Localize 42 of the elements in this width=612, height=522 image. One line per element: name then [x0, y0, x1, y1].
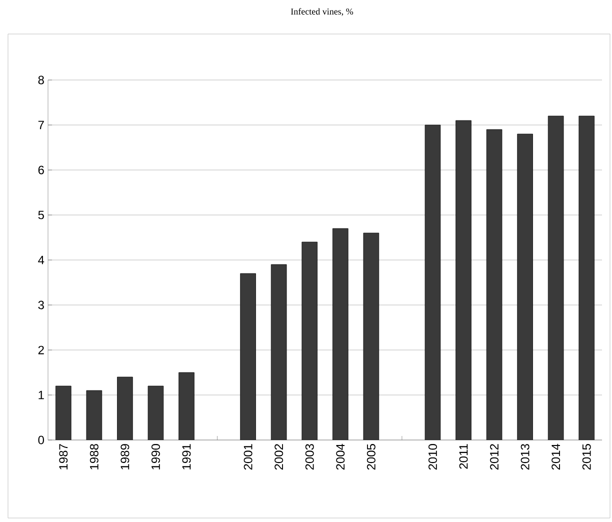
x-tick-label: 2012	[490, 444, 499, 470]
x-tick-label: 1988	[90, 444, 98, 470]
x-tick-label: 2011	[459, 444, 468, 469]
x-tick-label: 1991	[182, 444, 191, 470]
bar	[302, 242, 318, 440]
bar	[363, 232, 380, 440]
x-tick-label: 2010	[428, 444, 437, 470]
y-tick-label: 5	[38, 210, 44, 220]
y-tick-label: 4	[38, 256, 44, 264]
y-tick-label: 2	[38, 346, 44, 354]
x-tick-label: 2014	[552, 444, 560, 470]
x-tick-label: 1990	[151, 444, 160, 470]
x-tick-label: 1987	[59, 444, 68, 470]
bar	[148, 386, 164, 440]
x-tick-label: 1989	[120, 444, 130, 470]
bar	[86, 390, 102, 440]
y-tick-label: 0	[38, 436, 44, 444]
bar	[578, 116, 595, 440]
x-tick-label: 2003	[305, 444, 314, 470]
chart-title: Infected vines, %	[290, 8, 354, 16]
x-tick-label: 2013	[520, 444, 530, 470]
y-tick-label: 7	[38, 120, 44, 130]
bar	[56, 386, 72, 440]
bar	[332, 228, 348, 440]
bar	[240, 273, 256, 440]
x-tick-label: 2002	[274, 444, 284, 470]
bar	[486, 129, 502, 440]
bar	[548, 116, 564, 440]
bar	[456, 120, 472, 440]
y-tick-label: 6	[38, 166, 44, 174]
y-tick-label: 8	[38, 76, 44, 84]
bar	[270, 264, 287, 440]
x-tick-label: 2005	[366, 444, 376, 470]
y-tick-label: 3	[38, 300, 44, 310]
bar	[117, 376, 133, 440]
x-tick-label: 2001	[244, 444, 252, 470]
bar	[424, 124, 441, 440]
bar	[178, 372, 194, 440]
x-tick-label: 2004	[336, 444, 345, 470]
x-tick-label: 2015	[582, 444, 591, 470]
y-tick-label: 1	[38, 390, 44, 400]
bar	[517, 134, 533, 440]
